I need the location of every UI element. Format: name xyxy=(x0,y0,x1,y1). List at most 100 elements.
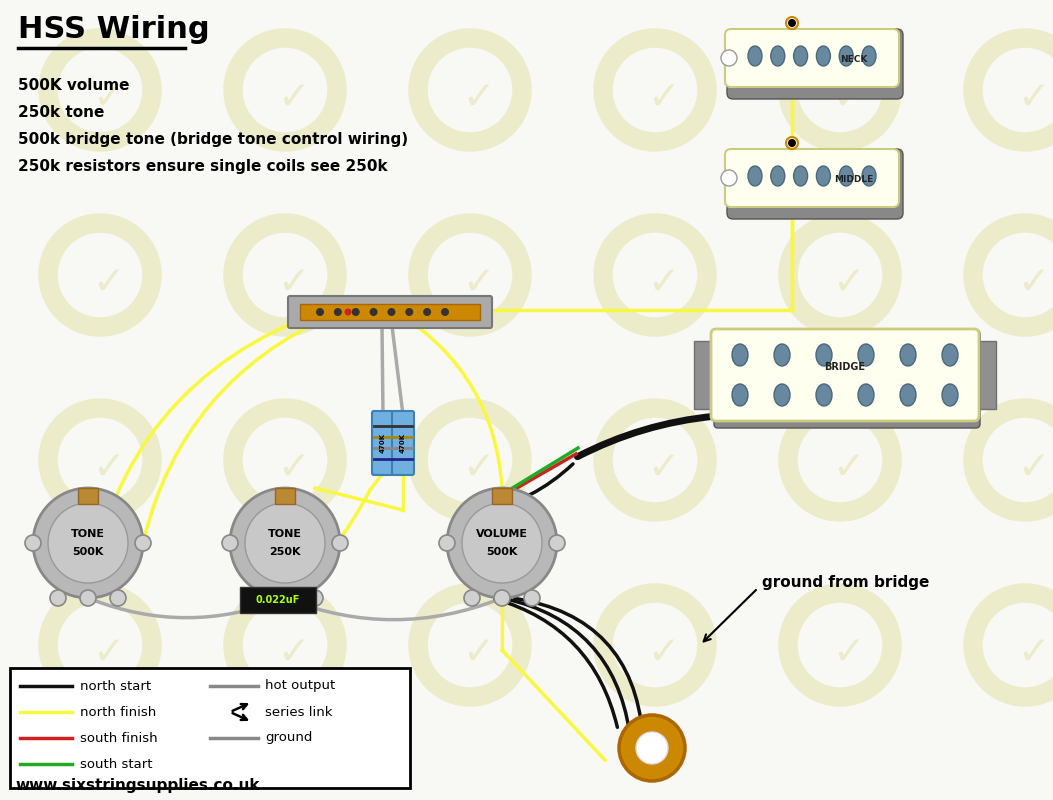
Circle shape xyxy=(619,715,686,781)
Ellipse shape xyxy=(862,46,876,66)
Circle shape xyxy=(549,535,565,551)
FancyBboxPatch shape xyxy=(240,587,316,613)
Text: ✓: ✓ xyxy=(832,264,865,302)
Text: 500K: 500K xyxy=(486,547,518,557)
Circle shape xyxy=(110,590,126,606)
Ellipse shape xyxy=(858,344,874,366)
Text: 500K: 500K xyxy=(73,547,103,557)
Circle shape xyxy=(33,488,143,598)
Ellipse shape xyxy=(816,384,832,406)
Circle shape xyxy=(721,170,737,186)
Text: MIDDLE: MIDDLE xyxy=(834,175,874,185)
Ellipse shape xyxy=(732,344,748,366)
Circle shape xyxy=(135,535,151,551)
Text: ✓: ✓ xyxy=(647,449,679,487)
Text: HSS Wiring: HSS Wiring xyxy=(18,15,210,44)
FancyBboxPatch shape xyxy=(727,29,903,99)
Circle shape xyxy=(788,139,796,147)
Text: ✓: ✓ xyxy=(832,449,865,487)
Text: ✓: ✓ xyxy=(647,79,679,117)
Text: ✓: ✓ xyxy=(461,634,494,672)
Text: BRIDGE: BRIDGE xyxy=(824,362,866,372)
Circle shape xyxy=(788,19,796,27)
FancyBboxPatch shape xyxy=(714,330,980,428)
Circle shape xyxy=(439,535,455,551)
Text: 500k bridge tone (bridge tone control wiring): 500k bridge tone (bridge tone control wi… xyxy=(18,132,409,147)
FancyBboxPatch shape xyxy=(9,668,410,788)
Circle shape xyxy=(344,309,352,315)
Ellipse shape xyxy=(839,166,853,186)
FancyBboxPatch shape xyxy=(694,341,716,409)
Text: 250k resistors ensure single coils see 250k: 250k resistors ensure single coils see 2… xyxy=(18,159,388,174)
Text: 470K: 470K xyxy=(380,433,386,453)
Text: ✓: ✓ xyxy=(461,449,494,487)
Circle shape xyxy=(25,535,41,551)
Circle shape xyxy=(464,590,480,606)
Text: ground from bridge: ground from bridge xyxy=(762,574,930,590)
Text: ✓: ✓ xyxy=(92,79,124,117)
FancyBboxPatch shape xyxy=(289,296,492,328)
Text: 500K volume: 500K volume xyxy=(18,78,130,93)
FancyBboxPatch shape xyxy=(300,304,480,320)
Circle shape xyxy=(334,308,342,316)
Text: south finish: south finish xyxy=(80,731,158,745)
Circle shape xyxy=(277,590,293,606)
Circle shape xyxy=(441,308,449,316)
Ellipse shape xyxy=(862,166,876,186)
Text: ✓: ✓ xyxy=(1017,634,1049,672)
Text: ✓: ✓ xyxy=(461,264,494,302)
Circle shape xyxy=(448,488,557,598)
Text: ✓: ✓ xyxy=(461,79,494,117)
Circle shape xyxy=(352,308,360,316)
Text: ✓: ✓ xyxy=(1017,449,1049,487)
Circle shape xyxy=(405,308,413,316)
FancyBboxPatch shape xyxy=(392,411,414,475)
FancyBboxPatch shape xyxy=(726,29,899,87)
Text: 250K: 250K xyxy=(270,547,301,557)
Text: series link: series link xyxy=(265,706,333,718)
Ellipse shape xyxy=(774,384,790,406)
Text: hot output: hot output xyxy=(265,679,335,693)
Ellipse shape xyxy=(942,384,958,406)
Text: south start: south start xyxy=(80,758,153,770)
Circle shape xyxy=(49,590,66,606)
Ellipse shape xyxy=(942,344,958,366)
Circle shape xyxy=(462,503,542,583)
Text: ✓: ✓ xyxy=(92,634,124,672)
Text: www.sixstringsupplies.co.uk: www.sixstringsupplies.co.uk xyxy=(15,778,259,793)
Ellipse shape xyxy=(794,46,808,66)
FancyBboxPatch shape xyxy=(78,488,98,504)
Text: TONE: TONE xyxy=(71,529,105,539)
FancyBboxPatch shape xyxy=(711,329,979,421)
Ellipse shape xyxy=(816,166,831,186)
Text: ✓: ✓ xyxy=(1017,79,1049,117)
Circle shape xyxy=(388,308,396,316)
Circle shape xyxy=(230,488,340,598)
Circle shape xyxy=(524,590,540,606)
Text: ✓: ✓ xyxy=(832,634,865,672)
Text: ✓: ✓ xyxy=(277,449,310,487)
Ellipse shape xyxy=(732,384,748,406)
Circle shape xyxy=(247,590,263,606)
Text: ✓: ✓ xyxy=(647,634,679,672)
Circle shape xyxy=(222,535,238,551)
Ellipse shape xyxy=(771,166,784,186)
FancyBboxPatch shape xyxy=(726,149,899,207)
Ellipse shape xyxy=(900,384,916,406)
Text: VOLUME: VOLUME xyxy=(476,529,528,539)
Ellipse shape xyxy=(858,384,874,406)
Text: ✓: ✓ xyxy=(277,264,310,302)
Text: ✓: ✓ xyxy=(92,264,124,302)
Circle shape xyxy=(370,308,378,316)
Text: TONE: TONE xyxy=(269,529,302,539)
Circle shape xyxy=(48,503,128,583)
Text: NECK: NECK xyxy=(840,55,868,65)
Ellipse shape xyxy=(748,46,762,66)
Circle shape xyxy=(494,590,510,606)
Text: 250k tone: 250k tone xyxy=(18,105,104,120)
Text: ✓: ✓ xyxy=(1017,264,1049,302)
Ellipse shape xyxy=(839,46,853,66)
Text: 0.022uF: 0.022uF xyxy=(256,595,300,605)
Circle shape xyxy=(316,308,324,316)
FancyBboxPatch shape xyxy=(275,488,295,504)
